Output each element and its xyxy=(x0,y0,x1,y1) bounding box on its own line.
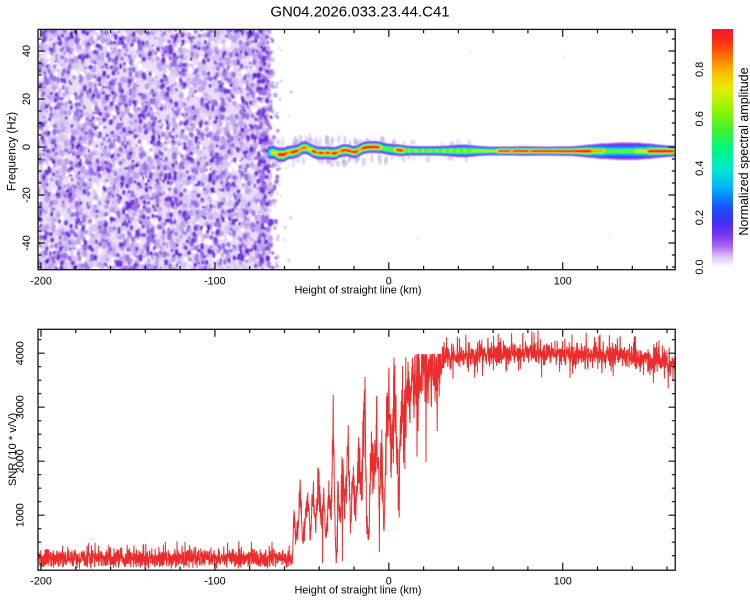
svg-text:0.2: 0.2 xyxy=(694,210,706,225)
svg-text:1000: 1000 xyxy=(14,503,26,527)
svg-text:4000: 4000 xyxy=(14,341,26,365)
svg-text:Frequency (Hz): Frequency (Hz) xyxy=(7,112,19,191)
svg-text:40: 40 xyxy=(21,45,33,57)
svg-text:0.4: 0.4 xyxy=(694,161,706,176)
svg-text:Height of straight line (km): Height of straight line (km) xyxy=(294,585,421,597)
svg-text:2000: 2000 xyxy=(14,449,26,473)
svg-text:Normalized spectral amplitude: Normalized spectral amplitude xyxy=(737,67,750,235)
svg-text:100: 100 xyxy=(554,576,572,588)
svg-text:-100: -100 xyxy=(204,276,226,288)
svg-text:-200: -200 xyxy=(30,576,52,588)
svg-text:20: 20 xyxy=(21,93,33,105)
svg-text:0: 0 xyxy=(21,144,33,150)
svg-text:SNR (10 * v/V): SNR (10 * v/V) xyxy=(7,413,19,487)
svg-text:0: 0 xyxy=(386,576,392,588)
svg-text:-40: -40 xyxy=(21,235,33,251)
svg-text:Height of straight line (km): Height of straight line (km) xyxy=(294,285,421,297)
svg-text:100: 100 xyxy=(554,276,572,288)
svg-text:0.6: 0.6 xyxy=(694,111,706,126)
svg-text:-20: -20 xyxy=(21,187,33,203)
svg-text:-100: -100 xyxy=(204,576,226,588)
svg-text:0.8: 0.8 xyxy=(694,62,706,77)
svg-text:0: 0 xyxy=(386,276,392,288)
svg-text:-200: -200 xyxy=(30,276,52,288)
svg-text:0.0: 0.0 xyxy=(694,259,706,274)
svg-text:3000: 3000 xyxy=(14,395,26,419)
svg-text:GN04.2026.033.23.44.C41: GN04.2026.033.23.44.C41 xyxy=(270,4,449,21)
